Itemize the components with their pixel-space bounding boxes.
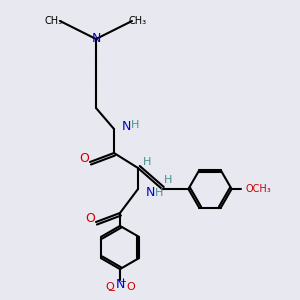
Text: O: O [105, 282, 114, 292]
Text: +: + [119, 277, 126, 286]
Text: O: O [79, 152, 89, 166]
Text: CH₃: CH₃ [129, 16, 147, 26]
Text: −: − [108, 286, 116, 296]
Text: H: H [131, 119, 139, 130]
Text: O: O [85, 212, 95, 226]
Text: OCH₃: OCH₃ [245, 184, 271, 194]
Text: N: N [91, 32, 101, 46]
Text: N: N [115, 278, 125, 291]
Text: H: H [143, 157, 151, 167]
Text: H: H [155, 188, 163, 199]
Text: O: O [126, 282, 135, 292]
Text: CH₃: CH₃ [45, 16, 63, 26]
Text: N: N [145, 185, 155, 199]
Text: N: N [121, 119, 131, 133]
Text: H: H [164, 175, 172, 185]
